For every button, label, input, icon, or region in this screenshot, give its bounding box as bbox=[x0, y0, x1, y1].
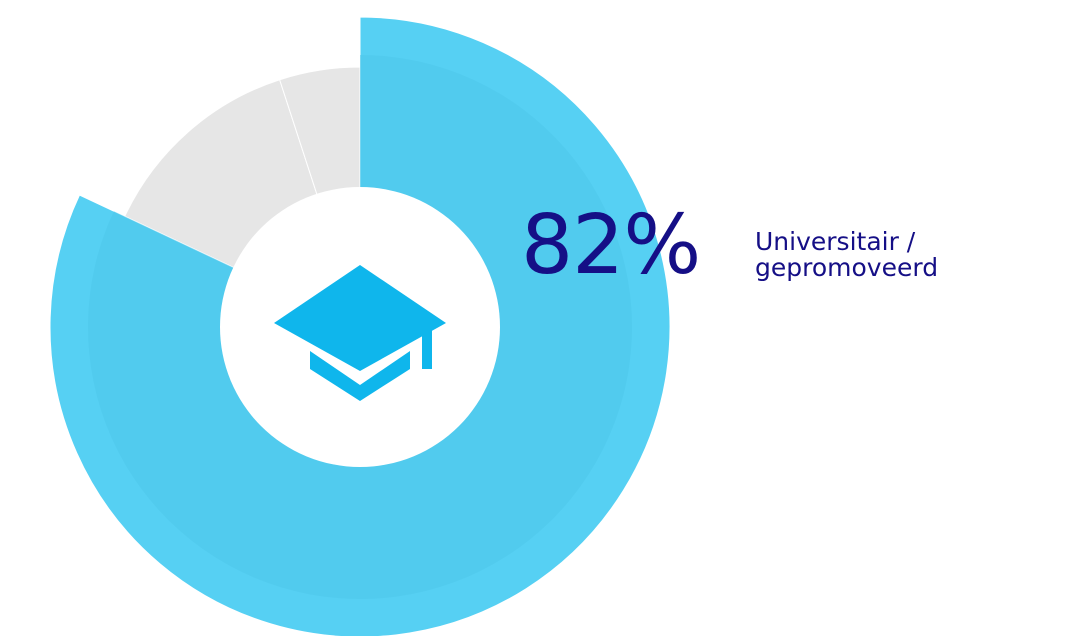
primary-label: Universitair / gepromoveerd bbox=[755, 229, 938, 281]
graduation-cap-icon bbox=[274, 265, 446, 401]
primary-label-line2: gepromoveerd bbox=[755, 253, 939, 282]
primary-percentage: 82% bbox=[521, 198, 701, 293]
primary-label-line1: Universitair / bbox=[755, 227, 916, 256]
